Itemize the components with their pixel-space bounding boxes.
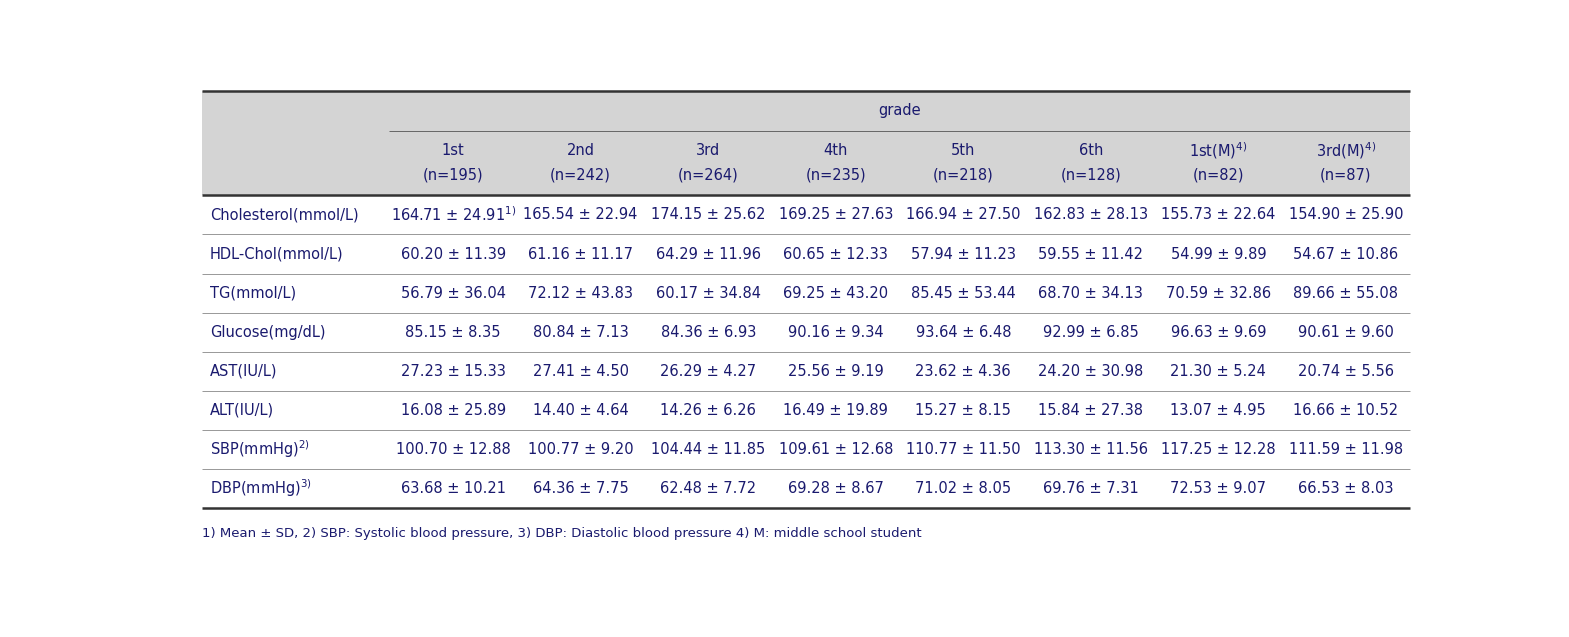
Text: 104.44 ± 11.85: 104.44 ± 11.85 [651,442,766,457]
Text: 166.94 ± 27.50: 166.94 ± 27.50 [905,208,1020,222]
Text: (n=195): (n=195) [422,168,483,183]
Text: 3rd: 3rd [697,143,720,159]
Text: 154.90 ± 25.90: 154.90 ± 25.90 [1288,208,1403,222]
Text: 71.02 ± 8.05: 71.02 ± 8.05 [915,481,1012,496]
Text: 61.16 ± 11.17: 61.16 ± 11.17 [529,247,634,262]
Text: 89.66 ± 55.08: 89.66 ± 55.08 [1293,285,1398,301]
Text: (n=235): (n=235) [805,168,866,183]
Text: (n=82): (n=82) [1192,168,1244,183]
Text: 64.36 ± 7.75: 64.36 ± 7.75 [533,481,629,496]
Text: 100.77 ± 9.20: 100.77 ± 9.20 [527,442,634,457]
Text: 69.28 ± 8.67: 69.28 ± 8.67 [788,481,883,496]
Text: 25.56 ± 9.19: 25.56 ± 9.19 [788,364,883,379]
Text: 100.70 ± 12.88: 100.70 ± 12.88 [395,442,510,457]
Text: 69.76 ± 7.31: 69.76 ± 7.31 [1043,481,1139,496]
Text: 27.41 ± 4.50: 27.41 ± 4.50 [532,364,629,379]
Text: 5th: 5th [951,143,976,159]
Text: 57.94 ± 11.23: 57.94 ± 11.23 [910,247,1015,262]
Text: 14.26 ± 6.26: 14.26 ± 6.26 [661,403,756,418]
Text: 60.20 ± 11.39: 60.20 ± 11.39 [400,247,505,262]
Text: 24.20 ± 30.98: 24.20 ± 30.98 [1039,364,1144,379]
Text: AST(IU/L): AST(IU/L) [210,364,278,379]
Text: 90.16 ± 9.34: 90.16 ± 9.34 [788,325,883,340]
Text: 15.27 ± 8.15: 15.27 ± 8.15 [915,403,1012,418]
Text: 60.65 ± 12.33: 60.65 ± 12.33 [783,247,888,262]
Text: 110.77 ± 11.50: 110.77 ± 11.50 [905,442,1020,457]
Text: 69.25 ± 43.20: 69.25 ± 43.20 [783,285,888,301]
Text: 70.59 ± 32.86: 70.59 ± 32.86 [1166,285,1271,301]
Text: (n=218): (n=218) [934,168,993,183]
Text: 165.54 ± 22.94: 165.54 ± 22.94 [524,208,639,222]
Text: 63.68 ± 10.21: 63.68 ± 10.21 [400,481,505,496]
Text: 66.53 ± 8.03: 66.53 ± 8.03 [1298,481,1393,496]
Text: TG(mmol/L): TG(mmol/L) [210,285,297,301]
Text: 96.63 ± 9.69: 96.63 ± 9.69 [1170,325,1266,340]
Text: 3rd(M)$^{4)}$: 3rd(M)$^{4)}$ [1316,140,1376,161]
Text: 20.74 ± 5.56: 20.74 ± 5.56 [1298,364,1393,379]
Text: 27.23 ± 15.33: 27.23 ± 15.33 [400,364,505,379]
Text: 26.29 ± 4.27: 26.29 ± 4.27 [661,364,756,379]
Text: 155.73 ± 22.64: 155.73 ± 22.64 [1161,208,1276,222]
Text: 59.55 ± 11.42: 59.55 ± 11.42 [1039,247,1144,262]
Text: Glucose(mg/dL): Glucose(mg/dL) [210,325,325,340]
Text: 164.71 ± 24.91$^{1)}$: 164.71 ± 24.91$^{1)}$ [391,206,516,224]
Text: 62.48 ± 7.72: 62.48 ± 7.72 [661,481,756,496]
Text: 1) Mean ± SD, 2) SBP: Systolic blood pressure, 3) DBP: Diastolic blood pressure : 1) Mean ± SD, 2) SBP: Systolic blood pre… [202,527,923,540]
Text: 1st: 1st [442,143,464,159]
Text: 16.08 ± 25.89: 16.08 ± 25.89 [400,403,505,418]
Text: HDL-Chol(mmol/L): HDL-Chol(mmol/L) [210,247,344,262]
Text: 109.61 ± 12.68: 109.61 ± 12.68 [778,442,893,457]
Text: grade: grade [879,103,921,118]
Text: 2nd: 2nd [566,143,595,159]
Text: 174.15 ± 25.62: 174.15 ± 25.62 [651,208,766,222]
Text: 68.70 ± 34.13: 68.70 ± 34.13 [1039,285,1144,301]
Text: 64.29 ± 11.96: 64.29 ± 11.96 [656,247,761,262]
Text: 15.84 ± 27.38: 15.84 ± 27.38 [1039,403,1144,418]
Text: (n=264): (n=264) [678,168,739,183]
Text: 6th: 6th [1078,143,1103,159]
Text: SBP(mmHg)$^{2)}$: SBP(mmHg)$^{2)}$ [210,439,309,461]
Text: (n=242): (n=242) [551,168,610,183]
Text: 85.45 ± 53.44: 85.45 ± 53.44 [912,285,1015,301]
Text: 117.25 ± 12.28: 117.25 ± 12.28 [1161,442,1276,457]
Text: 23.62 ± 4.36: 23.62 ± 4.36 [915,364,1010,379]
Text: DBP(mmHg)$^{3)}$: DBP(mmHg)$^{3)}$ [210,478,312,499]
Text: ALT(IU/L): ALT(IU/L) [210,403,275,418]
Text: 72.12 ± 43.83: 72.12 ± 43.83 [529,285,634,301]
Text: 14.40 ± 4.64: 14.40 ± 4.64 [533,403,629,418]
Text: 54.99 ± 9.89: 54.99 ± 9.89 [1170,247,1266,262]
Text: (n=128): (n=128) [1061,168,1122,183]
Text: 92.99 ± 6.85: 92.99 ± 6.85 [1043,325,1139,340]
Text: 56.79 ± 36.04: 56.79 ± 36.04 [400,285,505,301]
Text: 1st(M)$^{4)}$: 1st(M)$^{4)}$ [1189,140,1247,161]
Text: 162.83 ± 28.13: 162.83 ± 28.13 [1034,208,1149,222]
Text: 54.67 ± 10.86: 54.67 ± 10.86 [1293,247,1398,262]
Bar [202,91,1409,131]
Text: 90.61 ± 9.60: 90.61 ± 9.60 [1298,325,1393,340]
Text: 21.30 ± 5.24: 21.30 ± 5.24 [1170,364,1266,379]
Text: 80.84 ± 7.13: 80.84 ± 7.13 [533,325,629,340]
Text: 16.49 ± 19.89: 16.49 ± 19.89 [783,403,888,418]
Text: 93.64 ± 6.48: 93.64 ± 6.48 [916,325,1010,340]
Text: 16.66 ± 10.52: 16.66 ± 10.52 [1293,403,1398,418]
Text: 85.15 ± 8.35: 85.15 ± 8.35 [405,325,501,340]
Text: 169.25 ± 27.63: 169.25 ± 27.63 [778,208,893,222]
Text: 13.07 ± 4.95: 13.07 ± 4.95 [1170,403,1266,418]
Text: 60.17 ± 34.84: 60.17 ± 34.84 [656,285,761,301]
Text: (n=87): (n=87) [1320,168,1371,183]
Text: 4th: 4th [824,143,847,159]
Text: 113.30 ± 11.56: 113.30 ± 11.56 [1034,442,1149,457]
Text: Cholesterol(mmol/L): Cholesterol(mmol/L) [210,208,358,222]
Text: 111.59 ± 11.98: 111.59 ± 11.98 [1288,442,1403,457]
Bar [202,131,1409,196]
Text: 84.36 ± 6.93: 84.36 ± 6.93 [661,325,756,340]
Text: 72.53 ± 9.07: 72.53 ± 9.07 [1170,481,1266,496]
